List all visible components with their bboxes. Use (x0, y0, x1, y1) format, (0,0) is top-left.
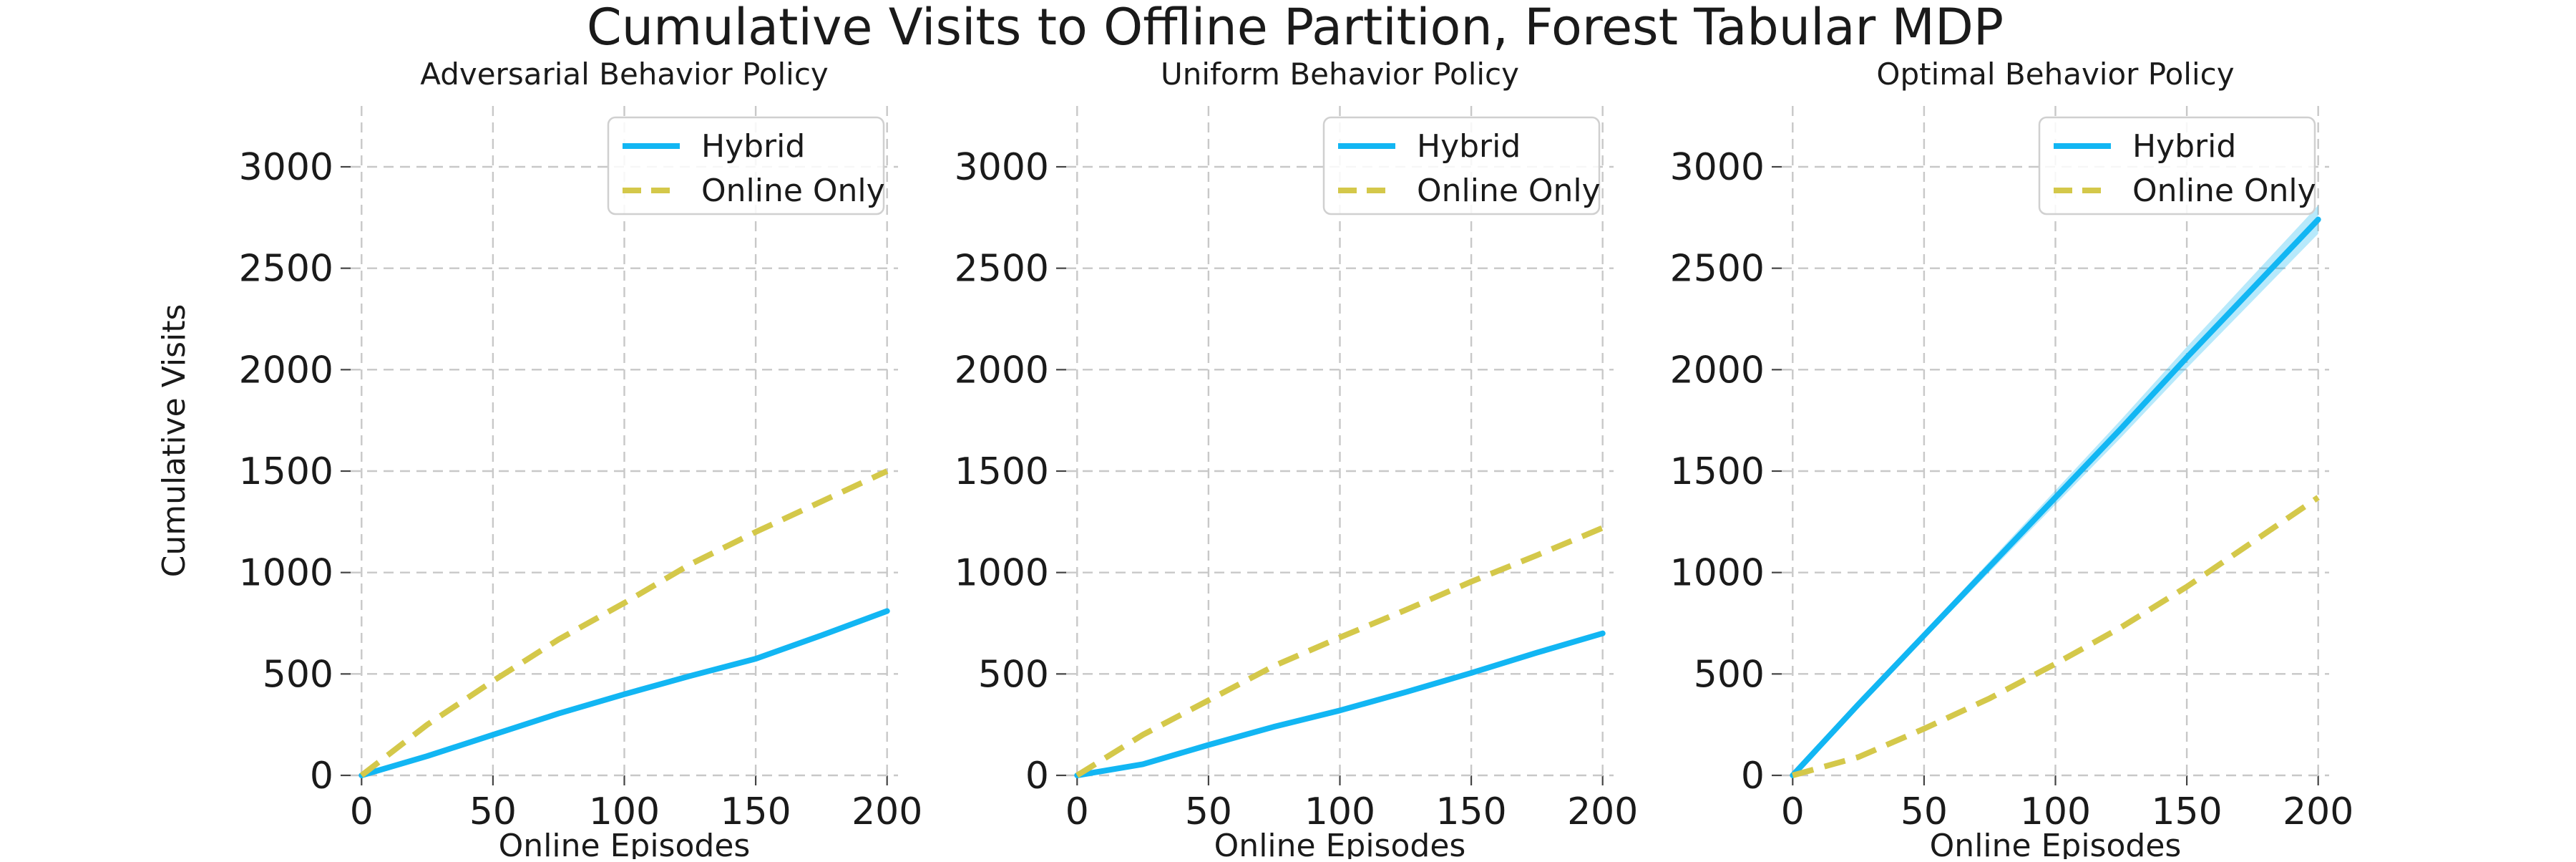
y-tick-label: 2000 (1670, 349, 1765, 392)
legend-label: Hybrid (2132, 128, 2236, 165)
series-line-hybrid (1790, 216, 2321, 778)
y-tick-label: 2500 (239, 248, 333, 291)
y-tick-label: 1500 (1670, 450, 1765, 493)
x-tick-label: 100 (1304, 790, 1375, 833)
y-tick-label: 2500 (955, 248, 1049, 291)
legend-box (607, 116, 885, 216)
x-tick-label: 0 (1781, 790, 1805, 833)
series-line-online-only (1075, 525, 1604, 778)
y-tick-label: 1500 (955, 450, 1049, 493)
x-tick-label: 100 (589, 790, 660, 833)
legend-box (1322, 116, 1601, 216)
x-tick-label: 50 (1901, 790, 1948, 833)
y-tick-label: 0 (310, 755, 333, 798)
x-axis-label: Online Episodes (499, 828, 751, 859)
y-tick-label: 500 (978, 653, 1049, 696)
y-tick-label: 2500 (1670, 248, 1765, 291)
legend-label: Online Only (1417, 173, 1601, 209)
y-tick-label: 500 (263, 653, 333, 696)
y-tick-label: 1000 (239, 552, 333, 595)
x-tick-label: 200 (852, 790, 922, 833)
y-tick-label: 3000 (1670, 146, 1765, 189)
x-axis-label: Online Episodes (1930, 828, 2182, 859)
series-line-hybrid (1074, 630, 1606, 778)
panel-title: Optimal Behavior Policy (1876, 57, 2234, 92)
series-line-hybrid (358, 608, 890, 778)
y-tick-label: 2000 (955, 349, 1049, 392)
y-tick-label: 0 (1025, 755, 1049, 798)
x-tick-label: 50 (469, 790, 517, 833)
y-tick-label: 1000 (955, 552, 1049, 595)
x-tick-label: 150 (2151, 790, 2222, 833)
legend-label: Online Only (701, 173, 885, 209)
legend-box (2038, 116, 2316, 216)
panel-title: Adversarial Behavior Policy (420, 57, 829, 92)
x-tick-label: 200 (1567, 790, 1638, 833)
y-tick-label: 3000 (955, 146, 1049, 189)
x-tick-label: 150 (720, 790, 791, 833)
y-tick-label: 2000 (239, 349, 333, 392)
panel-title: Uniform Behavior Policy (1161, 57, 1519, 92)
legend-label: Hybrid (1417, 128, 1521, 165)
x-tick-label: 0 (1065, 790, 1089, 833)
x-tick-label: 150 (1435, 790, 1506, 833)
legend-label: Hybrid (701, 128, 805, 165)
y-tick-label: 0 (1741, 755, 1765, 798)
y-tick-label: 3000 (239, 146, 333, 189)
x-axis-label: Online Episodes (1214, 828, 1466, 859)
x-tick-label: 50 (1185, 790, 1232, 833)
y-tick-label: 500 (1694, 653, 1765, 696)
x-tick-label: 0 (350, 790, 374, 833)
chart-suptitle: Cumulative Visits to Offline Partition, … (587, 0, 2004, 57)
legend-label: Online Only (2132, 173, 2316, 209)
y-tick-label: 1500 (239, 450, 333, 493)
series-line-online-only (359, 468, 889, 778)
y-axis-label: Cumulative Visits (156, 304, 192, 578)
y-tick-label: 1000 (1670, 552, 1765, 595)
x-tick-label: 200 (2283, 790, 2353, 833)
x-tick-label: 100 (2020, 790, 2091, 833)
